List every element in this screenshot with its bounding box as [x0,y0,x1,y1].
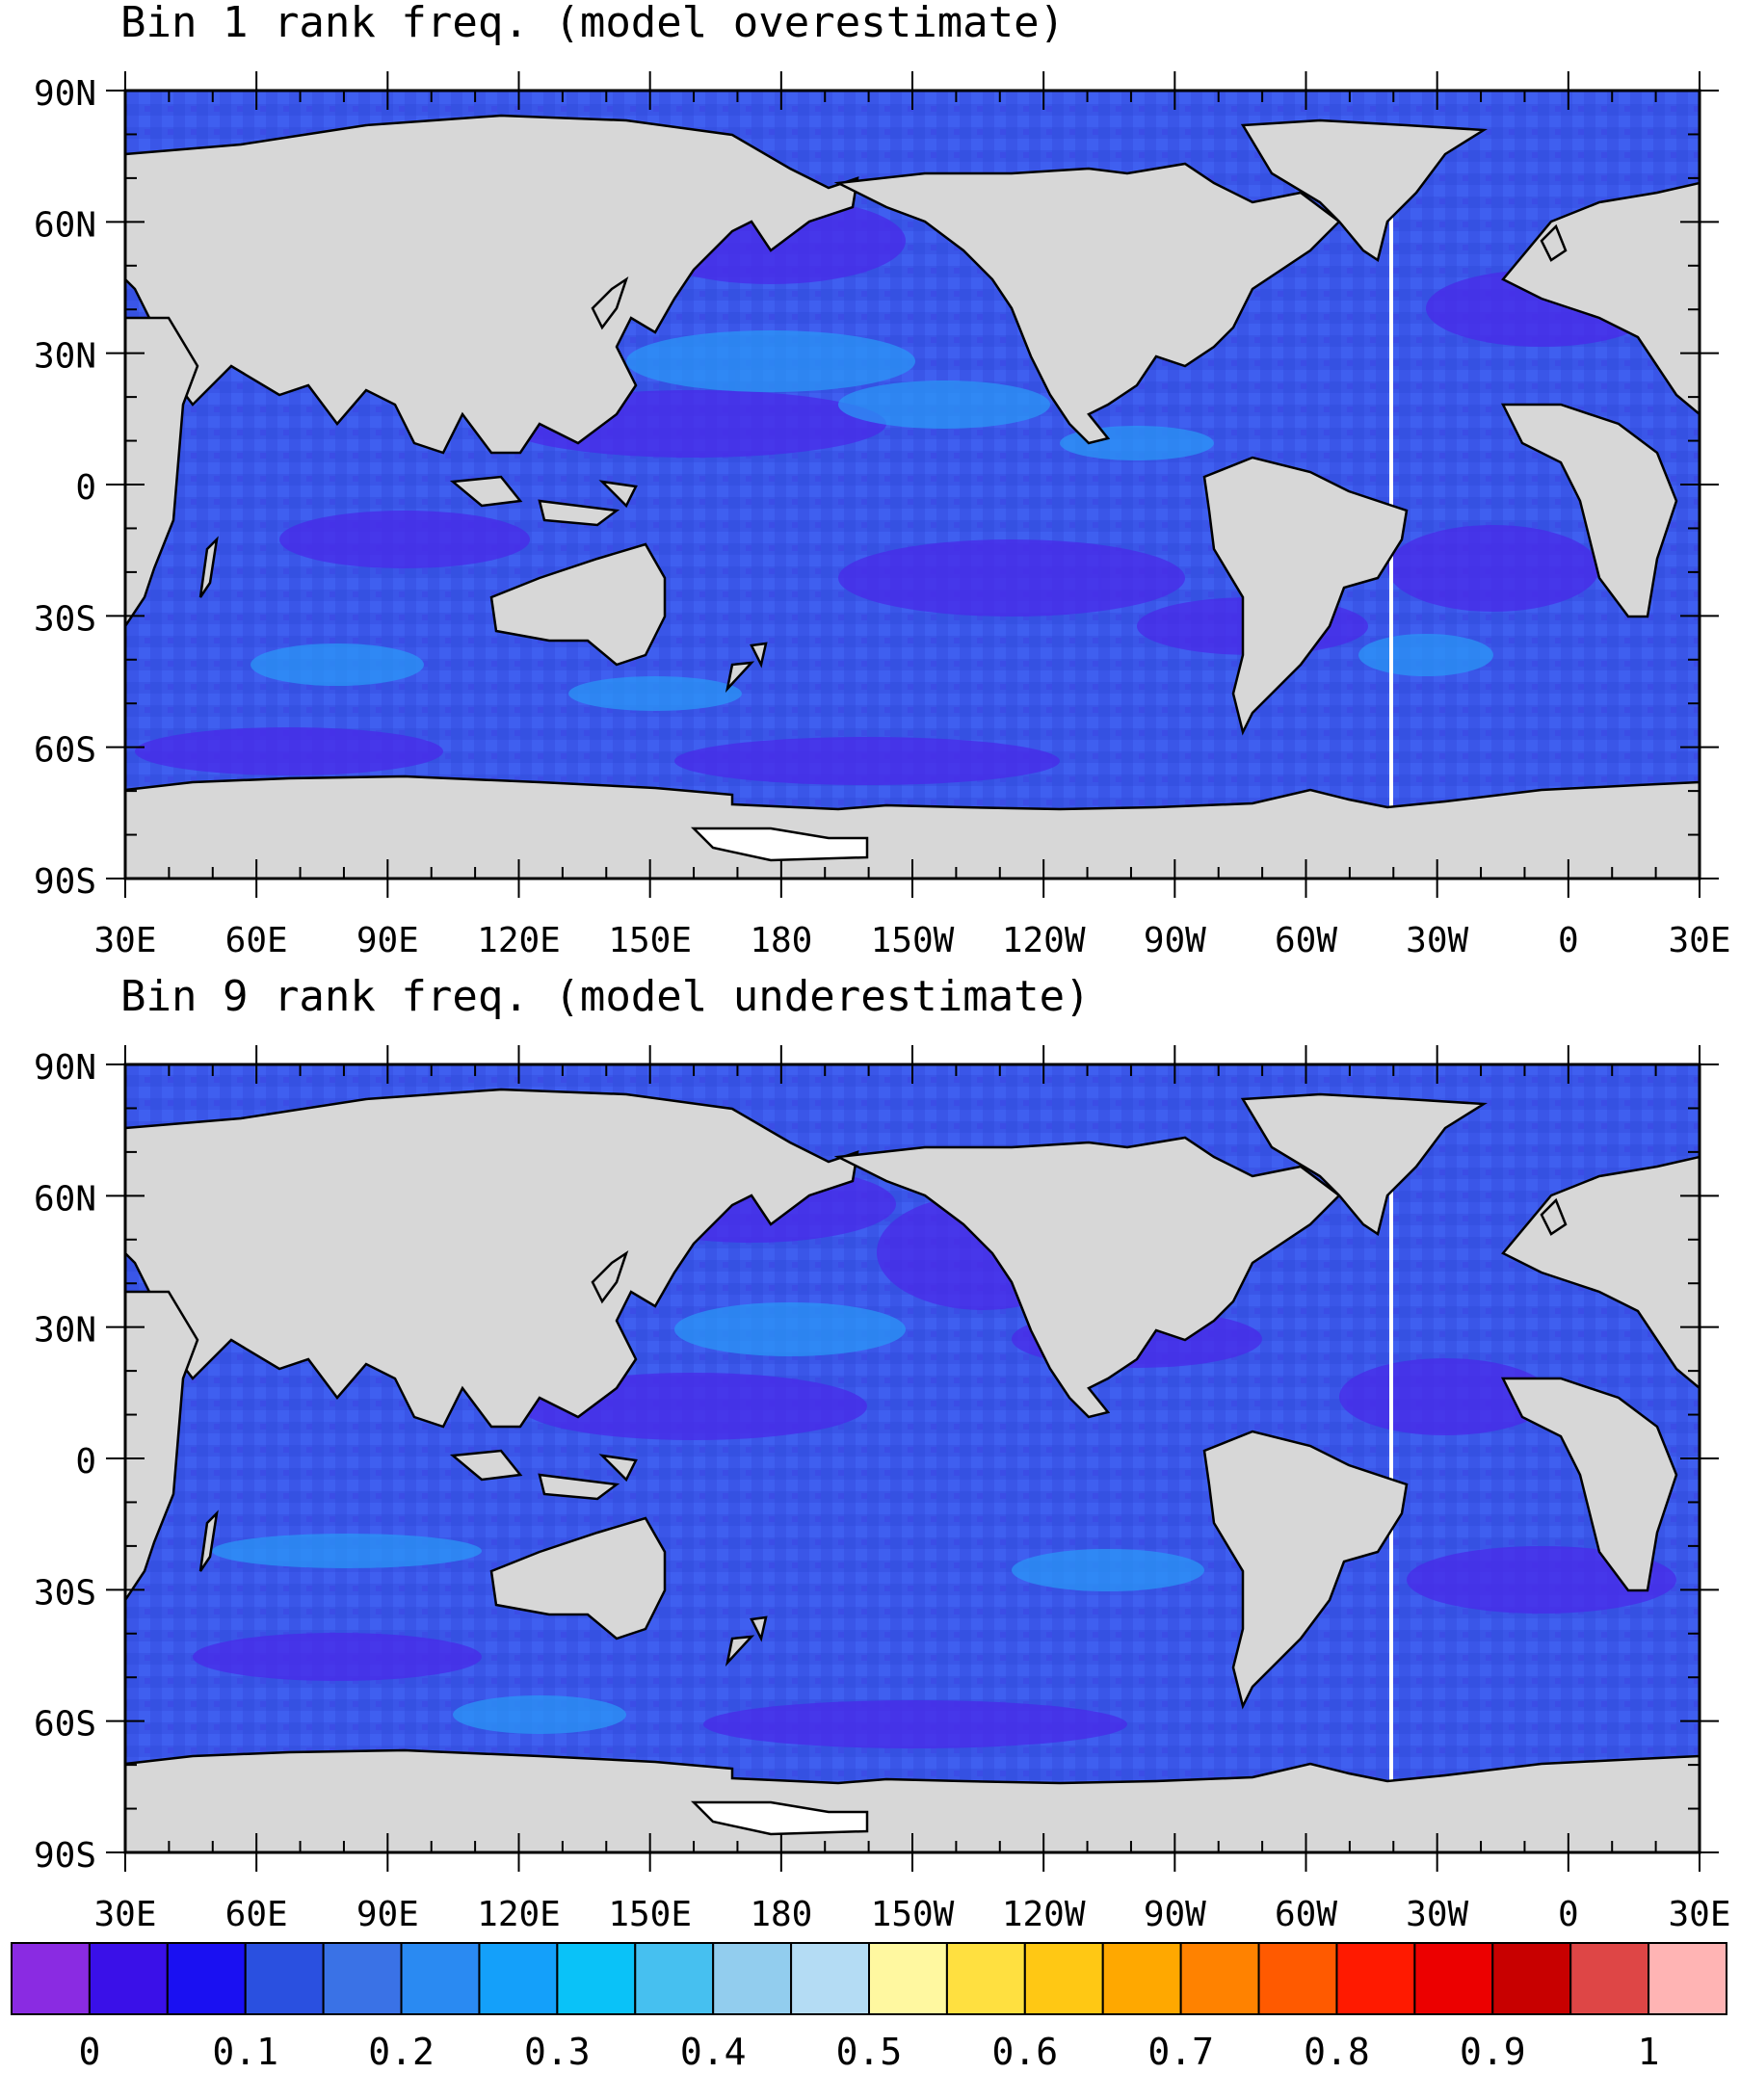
lon-tick-label: 60E [225,1895,288,1934]
colorbar-swatch [1648,1942,1728,2015]
lon-tick-label: 90E [356,1895,419,1934]
colorbar-label: 1 [1638,2031,1660,2073]
colorbar-labels: 0 0.1 0.2 0.3 0.4 0.5 0.6 0.7 0.8 0.9 1 [78,2031,1659,2073]
lon-tick-label: 150E [608,921,692,960]
colorbar-label: 0.7 [1147,2031,1214,2073]
lon-tick-label: 120W [1002,1895,1086,1934]
lon-tick-label: 30E [1668,1895,1730,1934]
colorbar-swatch [11,1942,91,2015]
lon-tick-label: 150W [871,921,955,960]
colorbar-swatch [1257,1942,1338,2015]
colorbar-swatch [556,1942,637,2015]
lon-tick-label: 90W [1144,921,1206,960]
colorbar-swatch [790,1942,870,2015]
lat-tick-label: 60S [34,731,96,771]
colorbar-label: 0.6 [991,2031,1058,2073]
lon-tick-label: 30E [93,921,156,960]
lon-tick-label: 30E [93,1895,156,1934]
lon-tick-label: 0 [1558,921,1579,960]
colorbar-swatch [166,1942,247,2015]
lat-tick-label: 0 [75,1442,96,1482]
colorbar-label: 0.2 [368,2031,435,2073]
colorbar-label: 0.1 [212,2031,278,2073]
lon-tick-label: 150E [608,1895,692,1934]
lon-tick-labels: 30E 60E 90E 120E 150E 180 150W 120W 90W 60W 30W 0 30… [93,1895,1730,1934]
lon-tick-label: 60E [225,921,288,960]
lat-tick-label: 90N [34,74,96,114]
ocean-field [125,91,1700,879]
colorbar-swatch [400,1942,481,2015]
lat-tick-label: 90S [34,1836,96,1876]
colorbar-label: 0 [78,2031,100,2073]
colorbar-swatch [1101,1942,1182,2015]
lat-tick-label: 90S [34,862,96,902]
colorbar-swatch [1335,1942,1416,2015]
panel-title: Bin 1 rank freq. (model overestimate) [120,0,1065,47]
land-masses [125,114,1700,879]
lon-tick-label: 60W [1275,1895,1337,1934]
lat-tick-label: 60S [34,1705,96,1745]
lat-tick-label: 30S [34,599,96,639]
lat-tick-label: 60N [34,1179,96,1219]
colorbar-swatch [1491,1942,1572,2015]
lat-tick-label: 0 [75,468,96,508]
lon-tick-label: 120E [477,1895,561,1934]
lon-tick-label: 150W [871,1895,955,1934]
lat-tick-label: 30N [34,337,96,377]
ocean-field [125,1064,1700,1852]
lat-tick-label: 60N [34,205,96,245]
map-panel-top: Bin 1 rank freq. (model overestimate) [34,0,1731,960]
colorbar-swatch [945,1942,1026,2015]
colorbar-swatch [868,1942,948,2015]
colorbar-swatch [712,1942,793,2015]
colorbar-swatch [88,1942,169,2015]
lon-tick-label: 180 [750,921,812,960]
land-masses [125,1088,1700,1852]
colorbar-swatch [634,1942,715,2015]
lat-tick-label: 30S [34,1573,96,1613]
colorbar-swatches [11,1942,1728,2015]
colorbar-label: 0.9 [1460,2031,1526,2073]
lon-tick-label: 120W [1002,921,1086,960]
lat-tick-label: 30N [34,1311,96,1351]
lat-tick-labels: 90N 60N 30N 0 30S 60S 90S [34,1048,96,1876]
map-panel-bottom: Bin 9 rank freq. (model underestimate) [34,972,1731,1934]
colorbar-swatch [1023,1942,1104,2015]
lon-tick-label: 30E [1668,921,1730,960]
colorbar-swatch [1413,1942,1494,2015]
lat-tick-labels: 90N 60N 30N 0 30S 60S 90S [34,74,96,902]
colorbar-swatch [322,1942,403,2015]
lon-tick-label: 60W [1275,921,1337,960]
lon-tick-label: 90E [356,921,419,960]
colorbar: 0 0.1 0.2 0.3 0.4 0.5 0.6 0.7 0.8 0.9 1 [11,1942,1728,2073]
colorbar-swatch [244,1942,325,2015]
panel-title: Bin 9 rank freq. (model underestimate) [120,972,1091,1021]
colorbar-label: 0.3 [524,2031,591,2073]
colorbar-label: 0.8 [1304,2031,1370,2073]
tick-marks [106,1045,1719,1872]
tick-marks [106,71,1719,898]
colorbar-swatch [478,1942,559,2015]
colorbar-label: 0.5 [836,2031,903,2073]
lon-tick-label: 30W [1406,921,1468,960]
colorbar-swatch [1179,1942,1260,2015]
lon-tick-label: 0 [1558,1895,1579,1934]
colorbar-swatch [1569,1942,1650,2015]
colorbar-label: 0.4 [680,2031,747,2073]
lon-tick-label: 90W [1144,1895,1206,1934]
lon-tick-label: 30W [1406,1895,1468,1934]
lat-tick-label: 90N [34,1048,96,1088]
lon-tick-labels: 30E 60E 90E 120E 150E 180 150W 120W 90W 60W 30W 0 30… [93,921,1730,960]
lon-tick-label: 180 [750,1895,812,1934]
lon-tick-label: 120E [477,921,561,960]
